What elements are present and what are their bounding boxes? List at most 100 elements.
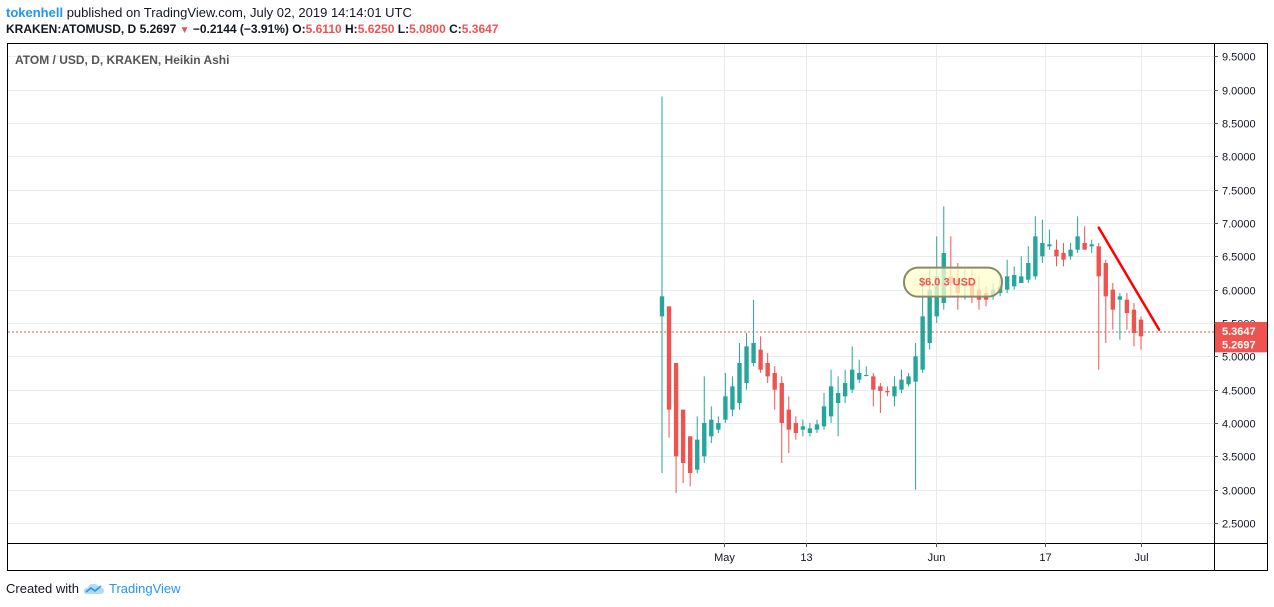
candle-body [765,363,770,377]
candle-body [709,419,714,437]
x-tick-label: Jul [1134,552,1148,564]
candle-body [878,386,883,391]
candle [1026,246,1031,283]
candle-body [702,423,707,457]
low-value: 5.0800 [409,22,446,36]
candle-body [871,376,876,390]
candle [779,376,784,463]
candle-body [850,369,855,390]
x-tick-label: Jun [928,552,946,564]
candle-body [1004,276,1010,290]
annotation-text: $6.0 3 USD [919,277,976,289]
candle-body [716,423,721,430]
candle-body [1040,243,1045,257]
candle [892,376,897,407]
candle-body [772,373,777,390]
y-tick-label: 9.0000 [1222,86,1256,98]
candle-body [814,424,820,430]
y-tick-label: 4.0000 [1222,419,1256,431]
chart-area[interactable]: ATOM / USD, D, KRAKEN, Heikin Ashi $6.0 … [7,43,1268,571]
y-tick-label: 8.0000 [1222,152,1256,164]
candle-body [1068,249,1073,257]
candle-body [779,383,784,423]
author-link[interactable]: tokenhell [6,5,64,20]
candle-body [857,373,862,380]
down-arrow-icon: ▼ [179,25,190,36]
candle [1117,293,1123,340]
candle [673,363,679,493]
candle [1047,229,1052,250]
candle [828,369,834,423]
created-with-text: Created with [6,581,79,596]
y-tick-label: 9.5000 [1222,52,1256,64]
candle-body [1061,253,1066,260]
x-tick-label: May [714,552,735,564]
price-axis[interactable]: 2.50003.00003.50004.00004.50005.00005.50… [1214,52,1267,531]
candle-body [1110,289,1116,310]
candle-body [885,391,890,393]
high-label: H: [345,22,358,36]
candle-body [800,426,806,430]
candle [807,423,813,437]
candle [1068,243,1073,260]
price-badge: 5.2697 [1215,335,1267,353]
candle [758,336,763,373]
candle [751,299,756,367]
candle-body [920,316,925,370]
candle [744,333,749,390]
candle-body [821,406,827,427]
candle [800,419,806,437]
candle-body [793,423,799,433]
candle-body [687,436,693,473]
candle [850,346,855,393]
candle [1089,239,1094,253]
time-axis[interactable]: May 13 Jun 17 Jul [714,543,1149,564]
change-value: −0.2144 (−3.91%) [192,22,289,36]
candle-body [744,346,749,383]
x-tick-label: 13 [800,552,812,564]
candle [687,436,693,487]
candle-body [1124,299,1130,313]
candle [702,376,707,463]
candle [1103,259,1108,343]
candle [864,366,869,377]
candle [695,416,700,473]
footer: Created with TradingView [6,581,181,596]
candle [793,416,799,440]
candle [906,373,911,387]
x-tick-label: 17 [1039,552,1051,564]
tradingview-link[interactable]: TradingView [108,581,181,596]
candle [857,359,862,383]
candle [1110,283,1116,330]
price-chart[interactable]: ATOM / USD, D, KRAKEN, Heikin Ashi $6.0 … [7,43,1268,571]
publish-line: tokenhell published on TradingView.com, … [6,5,412,20]
symbol-label: KRAKEN:ATOMUSD, D [6,22,137,36]
candle [1012,266,1017,290]
candle-body [786,409,791,430]
candle [716,416,721,433]
candle [1019,256,1024,283]
candle [842,369,848,403]
candle [1040,219,1045,263]
candle [1131,303,1137,347]
candle [709,406,714,443]
candle-body [1096,246,1101,277]
price-badge: 5.3647 [1215,322,1267,340]
candle-body [695,439,700,470]
candle [814,419,820,433]
candle-body [666,306,672,410]
annotation-bubble [903,266,1003,298]
close-label: C: [449,22,462,36]
candle-body [673,363,679,457]
candle-body [1033,236,1038,277]
candles [659,96,1144,493]
price-badge-bg [1215,322,1267,340]
candle-body [1138,319,1144,337]
candle-body [913,356,918,382]
candle [920,283,925,373]
candle-body [1054,249,1059,257]
candle-body [1026,263,1031,280]
chart-title: ATOM / USD, D, KRAKEN, Heikin Ashi [15,53,229,67]
candle-body [864,375,869,376]
trendline [1097,226,1161,331]
